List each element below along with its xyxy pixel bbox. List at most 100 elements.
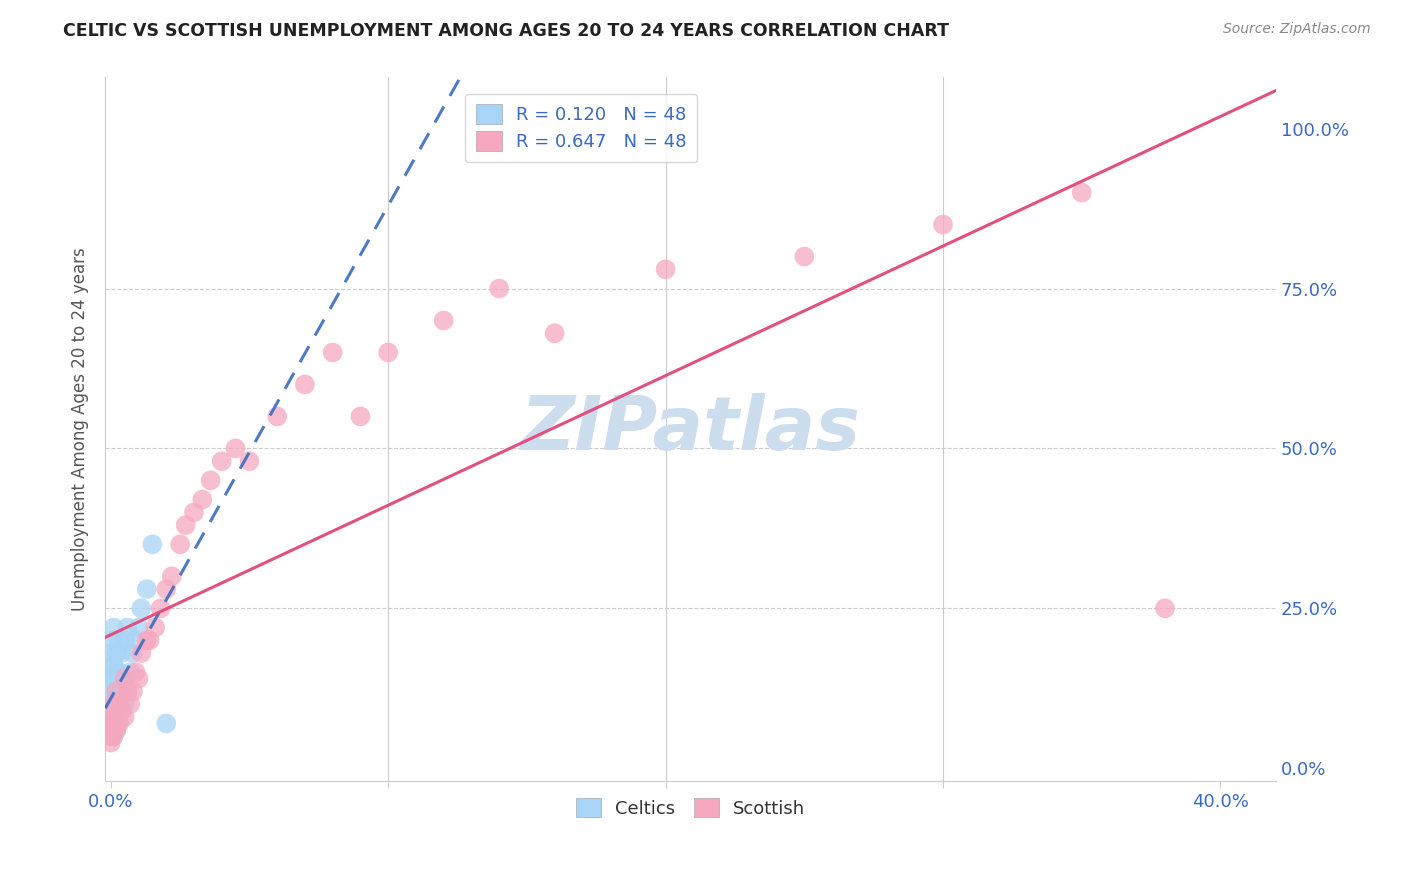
Point [135,633,157,648]
Point [108,716,131,731]
Point [100,723,122,737]
Point [103,716,125,731]
Point [100,716,122,731]
Point [103,672,125,686]
Point [103,698,125,712]
Point [117,684,139,698]
Point [105,716,128,731]
Point [117,684,139,698]
Point [103,710,125,724]
Point [125,665,148,680]
Point [160,569,183,583]
Point [100,710,122,724]
Point [191,492,214,507]
Point [143,620,166,634]
Point [105,723,128,737]
Point [211,454,233,468]
Point [111,646,134,660]
Point [120,698,142,712]
Point [105,710,128,724]
Point [174,518,197,533]
Point [108,665,131,680]
Point [200,474,222,488]
Point [488,281,510,295]
Text: Source: ZipAtlas.com: Source: ZipAtlas.com [1223,22,1371,37]
Point [108,710,131,724]
Point [105,646,128,660]
Point [169,537,191,551]
Point [103,704,125,718]
Point [543,326,565,341]
Point [149,601,172,615]
Point [932,218,955,232]
Point [128,672,150,686]
Point [114,633,136,648]
Point [349,409,371,424]
Point [100,729,122,743]
Point [103,658,125,673]
Point [654,262,676,277]
Point [322,345,344,359]
Point [103,729,125,743]
Y-axis label: Unemployment Among Ages 20 to 24 years: Unemployment Among Ages 20 to 24 years [72,247,89,611]
Point [183,505,205,519]
Point [105,723,128,737]
Text: CELTIC VS SCOTTISH UNEMPLOYMENT AMONG AGES 20 TO 24 YEARS CORRELATION CHART: CELTIC VS SCOTTISH UNEMPLOYMENT AMONG AG… [63,22,949,40]
Point [1070,186,1092,200]
Point [122,646,145,660]
Point [108,684,131,698]
Point [266,409,288,424]
Point [100,736,122,750]
Point [105,684,128,698]
Text: ZIPatlas: ZIPatlas [520,392,860,466]
Point [100,646,122,660]
Point [100,723,122,737]
Point [100,698,122,712]
Point [114,698,136,712]
Point [103,698,125,712]
Point [129,646,152,660]
Point [100,658,122,673]
Point [103,723,125,737]
Point [433,313,456,327]
Point [128,620,150,634]
Point [103,633,125,648]
Point [114,672,136,686]
Point [141,537,163,551]
Point [155,716,177,731]
Point [105,710,128,724]
Point [100,672,122,686]
Point [103,729,125,743]
Point [1154,601,1177,615]
Point [377,345,399,359]
Point [100,684,122,698]
Point [111,678,134,692]
Point [155,582,177,596]
Point [105,665,128,680]
Point [108,698,131,712]
Legend: Celtics, Scottish: Celtics, Scottish [568,790,813,825]
Point [105,698,128,712]
Point [117,620,139,634]
Point [238,454,260,468]
Point [114,710,136,724]
Point [294,377,316,392]
Point [114,672,136,686]
Point [111,704,134,718]
Point [125,633,148,648]
Point [100,716,122,731]
Point [793,250,815,264]
Point [120,665,142,680]
Point [100,729,122,743]
Point [225,442,247,456]
Point [108,633,131,648]
Point [100,710,122,724]
Point [105,684,128,698]
Point [103,620,125,634]
Point [138,633,160,648]
Point [122,684,145,698]
Point [103,684,125,698]
Point [135,582,157,596]
Point [111,698,134,712]
Point [129,601,152,615]
